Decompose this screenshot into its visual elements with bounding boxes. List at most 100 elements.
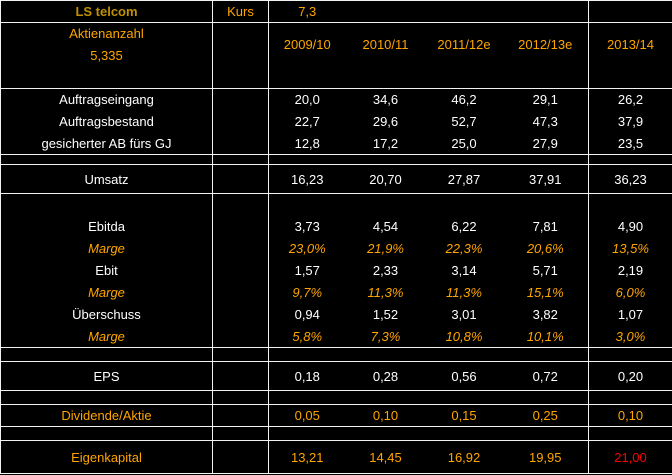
empty-cell[interactable] bbox=[212, 154, 269, 165]
empty-cell[interactable] bbox=[0, 347, 213, 362]
empty-cell[interactable] bbox=[212, 440, 269, 474]
value-cell[interactable]: 22,3% bbox=[445, 241, 483, 256]
value-cell[interactable]: 13,5% bbox=[612, 241, 649, 256]
value-cell[interactable]: 3,0% bbox=[588, 325, 672, 348]
empty-cell[interactable] bbox=[588, 390, 672, 405]
empty-cell[interactable] bbox=[212, 44, 269, 67]
value-cell[interactable]: 20,70 bbox=[345, 164, 426, 194]
value-cell[interactable]: 9,7% bbox=[292, 285, 323, 300]
row-label-cell[interactable]: Auftragseingang bbox=[0, 88, 213, 111]
value-cell[interactable]: 11,3% bbox=[367, 285, 404, 300]
value-cell[interactable]: 1,52 bbox=[372, 307, 399, 322]
empty-cell[interactable] bbox=[212, 193, 269, 216]
value-cell[interactable]: 20,0 bbox=[294, 92, 320, 108]
year-header-cell[interactable]: 2009/10 bbox=[283, 37, 331, 53]
value-cell[interactable]: 36,23 bbox=[588, 164, 672, 194]
value-cell[interactable]: 7,81 bbox=[502, 215, 589, 238]
row-label-cell[interactable]: Eigenkapital bbox=[0, 440, 213, 474]
empty-cell[interactable] bbox=[269, 194, 346, 216]
value-cell[interactable]: 27,87 bbox=[425, 164, 503, 194]
year-header-cell[interactable]: 2010/11 bbox=[362, 37, 409, 53]
value-cell[interactable]: 26,2 bbox=[617, 92, 644, 108]
row-label-cell[interactable]: Überschuss bbox=[0, 303, 213, 326]
empty-cell[interactable] bbox=[212, 215, 269, 238]
value-cell[interactable]: 16,23 bbox=[268, 164, 346, 194]
value-cell[interactable]: 6,0% bbox=[615, 285, 646, 300]
value-cell[interactable]: 17,2 bbox=[345, 132, 426, 155]
empty-cell[interactable] bbox=[425, 390, 503, 405]
value-cell[interactable]: 21,9% bbox=[367, 241, 404, 256]
value-cell[interactable]: 20,6% bbox=[502, 237, 589, 260]
row-label-cell[interactable]: EPS bbox=[0, 361, 213, 391]
empty-cell[interactable] bbox=[589, 194, 672, 216]
empty-cell[interactable] bbox=[212, 404, 269, 427]
empty-cell[interactable] bbox=[212, 66, 269, 89]
value-cell[interactable]: 3,82 bbox=[502, 303, 589, 326]
shares-label-cell[interactable]: Aktienanzahl bbox=[0, 22, 213, 45]
value-cell[interactable]: 27,9 bbox=[502, 132, 589, 155]
value-cell[interactable]: 0,18 bbox=[268, 361, 346, 391]
value-cell[interactable]: 0,72 bbox=[502, 361, 589, 391]
row-label-cell[interactable]: Ebitda bbox=[0, 215, 213, 238]
empty-cell[interactable] bbox=[212, 281, 269, 304]
value-cell[interactable]: 2,33 bbox=[372, 263, 399, 278]
empty-cell[interactable] bbox=[0, 390, 213, 405]
empty-cell[interactable] bbox=[502, 347, 589, 362]
value-cell[interactable]: 0,56 bbox=[425, 361, 503, 391]
empty-cell[interactable] bbox=[425, 66, 503, 89]
value-cell[interactable]: 5,71 bbox=[502, 259, 589, 282]
value-cell[interactable]: 0,10 bbox=[588, 404, 672, 427]
year-header-cell[interactable]: 2013/14 bbox=[607, 37, 654, 53]
value-cell[interactable]: 0,15 bbox=[425, 404, 503, 427]
value-cell[interactable]: 52,7 bbox=[451, 114, 477, 129]
value-cell[interactable]: 37,9 bbox=[617, 114, 644, 129]
empty-cell[interactable] bbox=[268, 66, 346, 89]
empty-cell[interactable] bbox=[268, 347, 346, 362]
value-cell[interactable]: 15,1% bbox=[502, 281, 589, 304]
row-label-cell[interactable]: Marge bbox=[0, 281, 213, 304]
empty-cell[interactable] bbox=[212, 325, 269, 348]
empty-cell[interactable] bbox=[212, 164, 269, 194]
value-cell[interactable]: 11,3% bbox=[446, 285, 482, 300]
empty-cell[interactable] bbox=[212, 390, 269, 405]
empty-cell[interactable] bbox=[426, 194, 503, 216]
empty-cell[interactable] bbox=[588, 0, 672, 23]
empty-cell[interactable] bbox=[212, 259, 269, 282]
empty-cell[interactable] bbox=[0, 426, 213, 441]
value-cell[interactable]: 46,2 bbox=[451, 92, 477, 108]
empty-cell[interactable] bbox=[345, 154, 426, 165]
empty-cell[interactable] bbox=[588, 347, 672, 362]
value-cell[interactable]: 6,22 bbox=[451, 219, 477, 234]
empty-cell[interactable] bbox=[212, 361, 269, 391]
shares-value-cell[interactable]: 5,335 bbox=[0, 44, 213, 67]
empty-cell[interactable] bbox=[345, 347, 426, 362]
empty-cell[interactable] bbox=[212, 426, 269, 441]
value-cell[interactable]: 1,07 bbox=[617, 307, 644, 322]
value-cell-highlighted[interactable]: 21,00 bbox=[614, 449, 647, 465]
kurs-value-cell[interactable]: 7,3 bbox=[268, 0, 346, 23]
value-cell[interactable]: 1,57 bbox=[294, 263, 320, 278]
empty-cell[interactable] bbox=[502, 0, 589, 23]
value-cell[interactable]: 0,28 bbox=[345, 361, 426, 391]
row-label-cell[interactable]: gesicherter AB fürs GJ bbox=[0, 132, 213, 155]
row-label-cell[interactable]: Umsatz bbox=[0, 164, 213, 194]
value-cell[interactable]: 0,25 bbox=[502, 404, 589, 427]
empty-cell[interactable] bbox=[345, 426, 426, 441]
value-cell[interactable]: 0,94 bbox=[294, 307, 320, 322]
value-cell[interactable]: 4,54 bbox=[372, 219, 399, 234]
empty-cell[interactable] bbox=[212, 303, 269, 326]
value-cell[interactable]: 23,5 bbox=[588, 132, 672, 155]
empty-cell[interactable] bbox=[0, 193, 213, 216]
empty-cell[interactable] bbox=[0, 154, 213, 165]
value-cell[interactable]: 34,6 bbox=[372, 92, 399, 108]
value-cell[interactable]: 29,1 bbox=[502, 88, 589, 111]
empty-cell[interactable] bbox=[0, 66, 213, 89]
value-cell[interactable]: 22,7 bbox=[294, 114, 320, 129]
empty-cell[interactable] bbox=[502, 154, 589, 165]
empty-cell[interactable] bbox=[502, 390, 589, 405]
company-name-cell[interactable]: LS telcom bbox=[0, 0, 213, 23]
empty-cell[interactable] bbox=[212, 22, 269, 45]
empty-cell[interactable] bbox=[502, 66, 589, 89]
value-cell[interactable]: 0,10 bbox=[345, 404, 426, 427]
value-cell[interactable]: 16,92 bbox=[447, 449, 481, 465]
